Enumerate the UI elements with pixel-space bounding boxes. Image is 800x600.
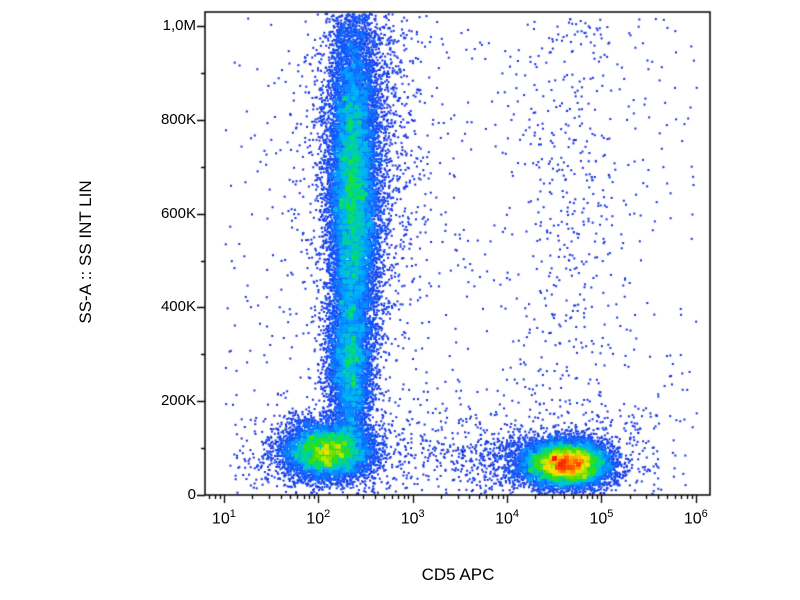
flow-cytometry-figure: SS-A :: SS INT LIN CD5 APC 0 200K 400K 600K…: [0, 0, 800, 600]
plot-area-canvas: [0, 0, 800, 600]
